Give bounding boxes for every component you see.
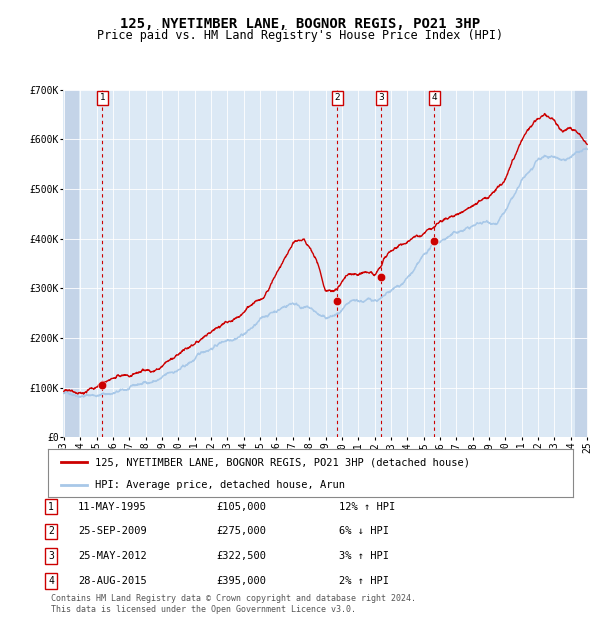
Text: 12% ↑ HPI: 12% ↑ HPI (339, 502, 395, 512)
Text: 4: 4 (48, 576, 54, 586)
Text: 3: 3 (378, 94, 384, 102)
Text: HPI: Average price, detached house, Arun: HPI: Average price, detached house, Arun (95, 480, 345, 490)
Text: Price paid vs. HM Land Registry's House Price Index (HPI): Price paid vs. HM Land Registry's House … (97, 29, 503, 42)
Text: 6% ↓ HPI: 6% ↓ HPI (339, 526, 389, 536)
Text: 125, NYETIMBER LANE, BOGNOR REGIS, PO21 3HP (detached house): 125, NYETIMBER LANE, BOGNOR REGIS, PO21 … (95, 458, 470, 467)
Text: 2: 2 (48, 526, 54, 536)
Text: 4: 4 (431, 94, 437, 102)
Text: 11-MAY-1995: 11-MAY-1995 (78, 502, 147, 512)
Text: £275,000: £275,000 (216, 526, 266, 536)
Text: 3% ↑ HPI: 3% ↑ HPI (339, 551, 389, 561)
Text: Contains HM Land Registry data © Crown copyright and database right 2024.
This d: Contains HM Land Registry data © Crown c… (51, 595, 416, 614)
Text: 2: 2 (335, 94, 340, 102)
Bar (575, 90, 592, 437)
Text: 125, NYETIMBER LANE, BOGNOR REGIS, PO21 3HP: 125, NYETIMBER LANE, BOGNOR REGIS, PO21 … (120, 17, 480, 32)
Text: 25-MAY-2012: 25-MAY-2012 (78, 551, 147, 561)
Text: 28-AUG-2015: 28-AUG-2015 (78, 576, 147, 586)
Text: 1: 1 (48, 502, 54, 512)
Text: 2% ↑ HPI: 2% ↑ HPI (339, 576, 389, 586)
Text: £105,000: £105,000 (216, 502, 266, 512)
Text: 25-SEP-2009: 25-SEP-2009 (78, 526, 147, 536)
Text: 3: 3 (48, 551, 54, 561)
Text: £395,000: £395,000 (216, 576, 266, 586)
Text: 1: 1 (100, 94, 105, 102)
Text: £322,500: £322,500 (216, 551, 266, 561)
Bar (64, 90, 79, 437)
